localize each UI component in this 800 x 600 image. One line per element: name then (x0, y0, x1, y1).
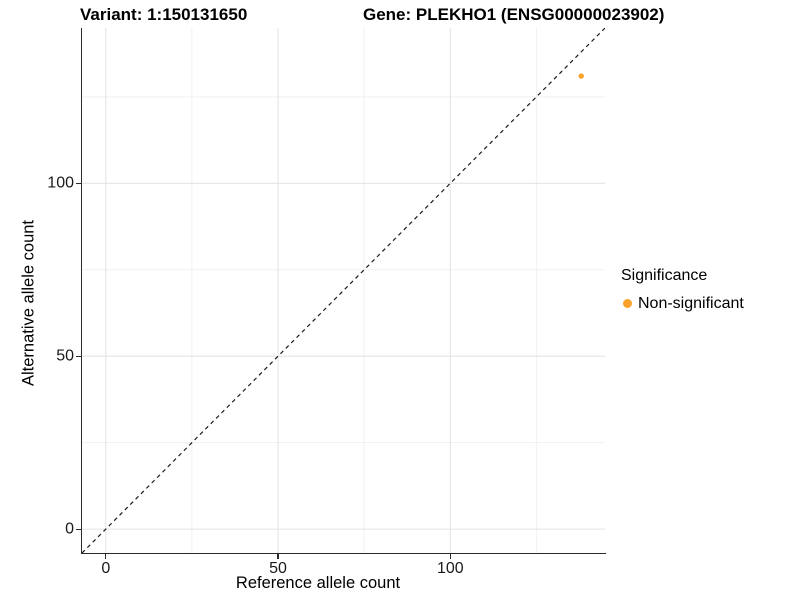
gene-title: Gene: PLEKHO1 (ENSG00000023902) (363, 5, 665, 24)
plot-panel (82, 28, 605, 553)
y-tick-mark (76, 355, 81, 357)
y-axis-title: Alternative allele count (19, 219, 38, 387)
x-tick-mark (105, 554, 107, 559)
identity-reference-line (82, 28, 605, 553)
x-tick-mark (449, 554, 451, 559)
y-tick-mark (76, 182, 81, 184)
y-tick-label: 0 (65, 520, 74, 538)
x-axis-title: Reference allele count (235, 574, 401, 592)
data-point (578, 73, 584, 79)
y-tick-label: 50 (56, 347, 74, 365)
dot-icon (623, 299, 632, 308)
legend-item-label: Non-significant (638, 295, 744, 312)
x-axis-line (81, 553, 606, 555)
x-tick-mark (277, 554, 279, 559)
legend: Significance Non-significant (621, 266, 744, 313)
y-axis-line (81, 28, 83, 554)
variant-title: Variant: 1:150131650 (80, 5, 248, 24)
x-tick-label: 0 (101, 560, 111, 577)
legend-item-non-significant: Non-significant (621, 294, 744, 313)
x-tick-label: 100 (436, 560, 464, 577)
y-tick-mark (76, 528, 81, 530)
legend-title: Significance (621, 267, 708, 284)
x-tick-label: 50 (269, 560, 287, 577)
y-tick-label: 100 (47, 174, 74, 192)
